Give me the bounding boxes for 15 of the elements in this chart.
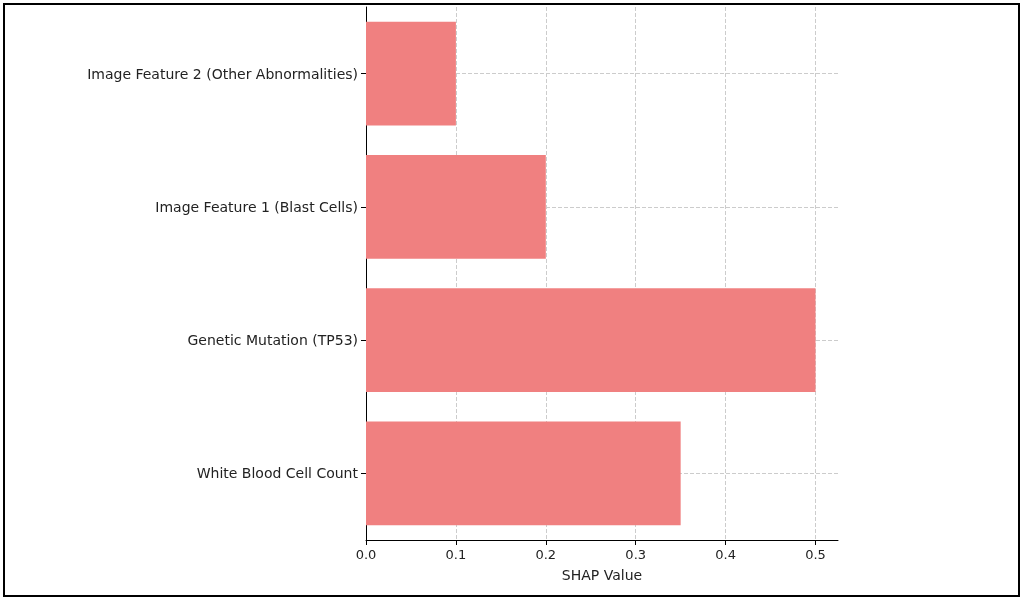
x-axis-title: SHAP Value — [561, 567, 643, 583]
bar — [366, 154, 546, 259]
x-tick-label: 0.2 — [535, 547, 557, 562]
x-tick-label: 0.3 — [625, 547, 647, 562]
y-tick-label: Genetic Mutation (TP53) — [187, 332, 358, 349]
bar — [366, 21, 456, 126]
y-tick-label: Image Feature 1 (Blast Cells) — [155, 198, 358, 215]
y-tick-label: Image Feature 2 (Other Abnormalities) — [87, 65, 358, 82]
x-tick-label: 0.1 — [445, 547, 467, 562]
x-tick-label: 0.5 — [805, 547, 826, 562]
y-tick-label: White Blood Cell Count — [196, 465, 359, 482]
x-tick-label: 0.0 — [355, 547, 377, 562]
bar — [366, 421, 681, 526]
x-tick-label: 0.4 — [715, 547, 736, 562]
bar — [366, 288, 816, 393]
